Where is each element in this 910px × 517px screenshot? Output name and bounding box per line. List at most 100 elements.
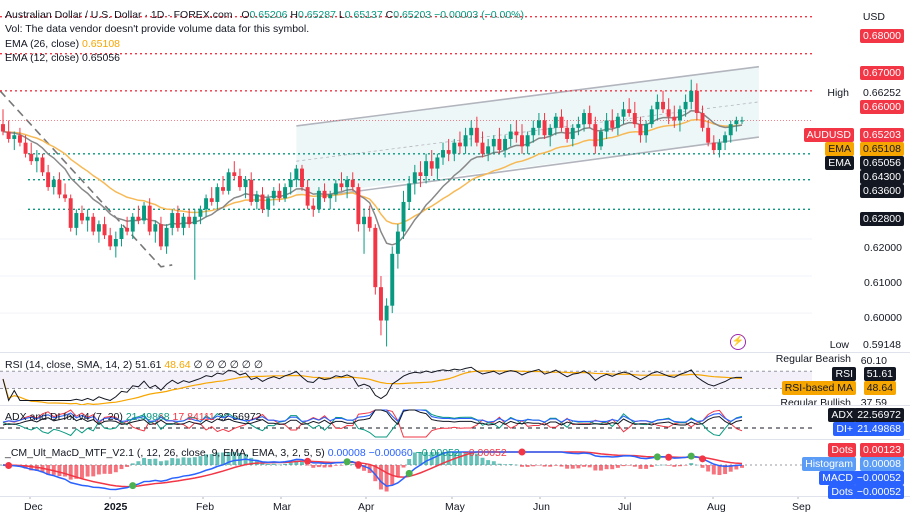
- candle-body-98: [553, 116, 558, 128]
- candle-body-79: [446, 150, 451, 154]
- candle-5: [29, 142, 34, 165]
- candle-body-117: [661, 101, 665, 110]
- macd-hist-54: [305, 465, 310, 466]
- macd-hist-117: [661, 464, 665, 466]
- macd-hist-113: [638, 465, 643, 469]
- macd-hist-25: [142, 457, 147, 465]
- rsi-bullish-clip: Regular Bullish 37.59: [780, 396, 910, 405]
- rsi-bullish-text: Regular Bullish: [780, 397, 851, 405]
- candle-3: [17, 127, 22, 147]
- candle-body-84: [474, 127, 479, 143]
- candle-37: [209, 187, 214, 206]
- audusd-price: 0.65203: [860, 128, 904, 142]
- x-label-2025: 2025: [104, 501, 128, 513]
- macd-cross-dot-124: [699, 455, 707, 463]
- rsi-separator[interactable]: [0, 352, 910, 353]
- price-tick-1: 0.61000: [864, 277, 902, 289]
- x-label-dec: Dec: [24, 501, 43, 513]
- candle-10: [57, 172, 62, 199]
- close-value: 0.65203: [393, 9, 432, 21]
- adx-legend[interactable]: ADX and DI for v4 (7, 20) 21.49868 17.84…: [5, 411, 262, 424]
- xaxis-separator: [0, 496, 910, 497]
- dots-tag-b: Dots: [828, 485, 856, 499]
- alert-icon[interactable]: ⚡: [730, 334, 746, 350]
- candle-110: [621, 101, 626, 125]
- x-label-may: May: [445, 501, 465, 513]
- candle-body-99: [559, 116, 564, 128]
- candle-body-72: [407, 183, 412, 202]
- candle-body-92: [520, 135, 524, 147]
- candle-body-94: [531, 127, 536, 136]
- macd-hist-15: [85, 465, 90, 477]
- candle-120: [677, 105, 682, 132]
- macd-hist-127: [717, 465, 722, 476]
- candles: [1, 79, 744, 347]
- x-label-mar: Mar: [273, 501, 292, 513]
- candle-100: [565, 120, 570, 143]
- candle-body-41: [232, 172, 237, 176]
- candle-body-34: [192, 216, 197, 225]
- macd-signal-line: [2, 451, 743, 488]
- adx-separator[interactable]: [0, 405, 910, 406]
- candle-104: [587, 105, 592, 128]
- macd-hist-93: [525, 465, 530, 467]
- candle-99: [559, 109, 564, 132]
- macd-separator[interactable]: [0, 439, 910, 440]
- candle-33: [187, 209, 192, 228]
- candle-0: [1, 109, 5, 136]
- candle-body-119: [672, 116, 677, 121]
- macd-hist-108: [610, 465, 615, 470]
- candle-64: [362, 209, 367, 254]
- candle-86: [486, 138, 491, 162]
- level-label-4: 0.63600: [860, 184, 904, 198]
- macd-hist-51: [288, 462, 293, 465]
- ema26-legend[interactable]: EMA (26, close) 0.65108: [5, 38, 120, 51]
- currency-label[interactable]: USD: [859, 10, 888, 24]
- candle-74: [418, 161, 423, 188]
- candle-body-26: [147, 205, 152, 232]
- candle-body-130: [734, 120, 739, 125]
- x-label-feb: Feb: [196, 501, 215, 513]
- symbol-legend[interactable]: Australian Dollar / U.S. Dollar · 1D · F…: [5, 9, 524, 22]
- candle-body-56: [316, 190, 321, 210]
- macd-hist-122: [689, 463, 694, 465]
- candle-body-93: [525, 135, 530, 147]
- rsi-legend[interactable]: RSI (14, close, SMA, 14, 2) 51.61 48.64 …: [5, 359, 263, 372]
- candle-116: [655, 94, 660, 121]
- grid-lines: [0, 238, 812, 314]
- macd-cross-dot-63: [354, 461, 362, 469]
- macd-hist-55: [311, 465, 316, 468]
- macd-legend[interactable]: _CM_Ult_MacD_MTF_V2.1 (, 12, 26, close, …: [5, 447, 507, 460]
- candle-73: [412, 164, 417, 195]
- candle-6: [34, 150, 39, 173]
- candle-body-24: [136, 216, 141, 221]
- candle-body-69: [390, 253, 395, 306]
- candle-body-53: [300, 168, 304, 188]
- candle-body-10: [57, 179, 62, 195]
- candle-body-100: [565, 127, 570, 139]
- macd-hist-88: [497, 463, 502, 465]
- candle-body-80: [452, 142, 457, 154]
- symbol-title[interactable]: Australian Dollar / U.S. Dollar · 1D · F…: [5, 9, 233, 21]
- candle-101: [570, 124, 575, 147]
- macd-hist-32: [181, 457, 186, 465]
- macd-hist-109: [615, 465, 620, 468]
- macd-hist-111: [627, 465, 632, 466]
- di-plus-tag: DI+: [833, 422, 856, 436]
- candle-46: [260, 187, 265, 214]
- candle-124: [700, 105, 705, 132]
- candle-body-102: [576, 124, 581, 128]
- ema26-price: 0.65108: [860, 142, 904, 156]
- candle-body-43: [243, 179, 248, 188]
- macd-hist-124: [700, 465, 705, 468]
- macd-hist-14: [80, 465, 84, 479]
- ema12-legend[interactable]: EMA (12, close) 0.65056: [5, 52, 120, 65]
- candle-body-105: [593, 124, 598, 147]
- macd-hist-67: [378, 465, 383, 490]
- candle-body-7: [40, 157, 45, 173]
- macd-hist-128: [723, 465, 728, 475]
- candle-81: [457, 131, 462, 154]
- candle-body-12: [68, 198, 73, 228]
- candle-25: [142, 201, 147, 225]
